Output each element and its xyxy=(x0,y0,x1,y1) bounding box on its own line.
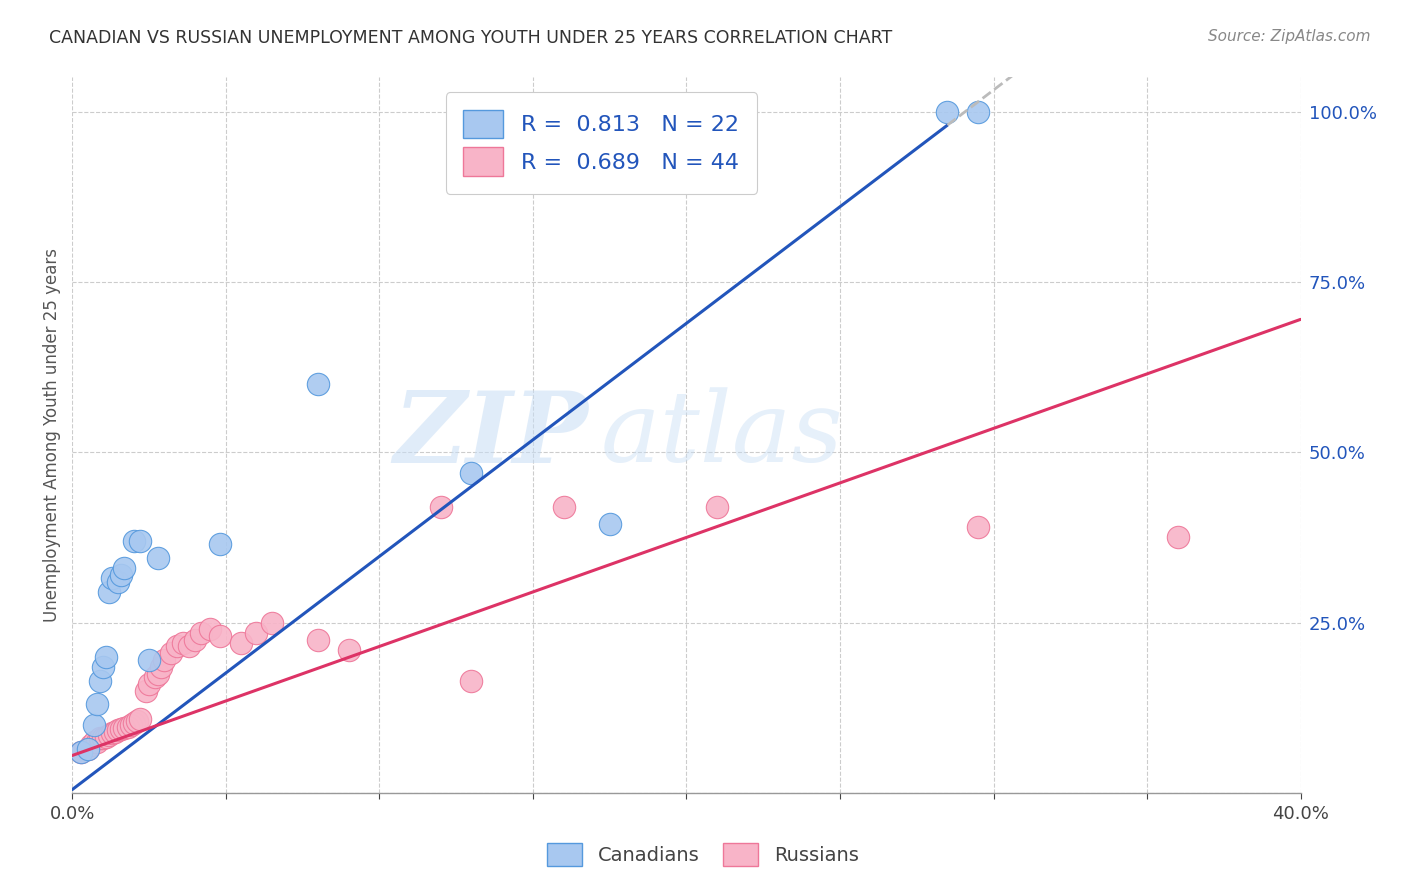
Point xyxy=(83,735,105,749)
Point xyxy=(337,643,360,657)
Text: Source: ZipAtlas.com: Source: ZipAtlas.com xyxy=(1208,29,1371,44)
Point xyxy=(101,726,124,740)
Point xyxy=(460,466,482,480)
Point xyxy=(89,673,111,688)
Point xyxy=(110,568,132,582)
Legend: Canadians, Russians: Canadians, Russians xyxy=(540,835,866,873)
Point xyxy=(184,632,207,647)
Point xyxy=(128,533,150,548)
Point xyxy=(460,673,482,688)
Point xyxy=(89,731,111,746)
Point xyxy=(177,640,200,654)
Point xyxy=(79,739,101,753)
Point xyxy=(101,571,124,585)
Text: ZIP: ZIP xyxy=(394,387,588,483)
Point xyxy=(86,698,108,712)
Point xyxy=(599,516,621,531)
Point xyxy=(153,653,176,667)
Point xyxy=(128,712,150,726)
Y-axis label: Unemployment Among Youth under 25 years: Unemployment Among Youth under 25 years xyxy=(44,248,60,623)
Point xyxy=(231,636,253,650)
Point xyxy=(553,500,575,514)
Point xyxy=(114,561,136,575)
Point xyxy=(166,640,188,654)
Point xyxy=(107,723,129,738)
Text: atlas: atlas xyxy=(600,387,844,483)
Point xyxy=(98,585,121,599)
Point xyxy=(429,500,451,514)
Point xyxy=(143,670,166,684)
Point xyxy=(94,649,117,664)
Point xyxy=(148,550,170,565)
Point xyxy=(122,533,145,548)
Point xyxy=(125,714,148,729)
Point xyxy=(967,104,990,119)
Point xyxy=(706,500,728,514)
Point xyxy=(148,666,170,681)
Point xyxy=(260,615,283,630)
Point xyxy=(190,625,212,640)
Point xyxy=(114,721,136,735)
Point xyxy=(150,660,173,674)
Point xyxy=(936,104,959,119)
Point xyxy=(307,632,329,647)
Text: CANADIAN VS RUSSIAN UNEMPLOYMENT AMONG YOUTH UNDER 25 YEARS CORRELATION CHART: CANADIAN VS RUSSIAN UNEMPLOYMENT AMONG Y… xyxy=(49,29,893,46)
Point xyxy=(117,720,139,734)
Point xyxy=(70,745,93,759)
Point xyxy=(208,629,231,643)
Point xyxy=(70,745,93,759)
Point xyxy=(91,660,114,674)
Point xyxy=(135,683,157,698)
Legend: R =  0.813   N = 22, R =  0.689   N = 44: R = 0.813 N = 22, R = 0.689 N = 44 xyxy=(446,92,756,194)
Point xyxy=(104,724,127,739)
Point xyxy=(307,377,329,392)
Point xyxy=(107,574,129,589)
Point xyxy=(83,718,105,732)
Point xyxy=(208,537,231,551)
Point xyxy=(967,520,990,534)
Point xyxy=(122,715,145,730)
Point xyxy=(94,730,117,744)
Point xyxy=(110,722,132,736)
Point xyxy=(245,625,267,640)
Point xyxy=(76,741,98,756)
Point xyxy=(138,677,160,691)
Point xyxy=(200,623,222,637)
Point xyxy=(76,741,98,756)
Point xyxy=(1167,530,1189,544)
Point xyxy=(98,728,121,742)
Point xyxy=(91,731,114,746)
Point xyxy=(86,735,108,749)
Point xyxy=(138,653,160,667)
Point xyxy=(159,646,181,660)
Point xyxy=(120,718,142,732)
Point xyxy=(172,636,194,650)
